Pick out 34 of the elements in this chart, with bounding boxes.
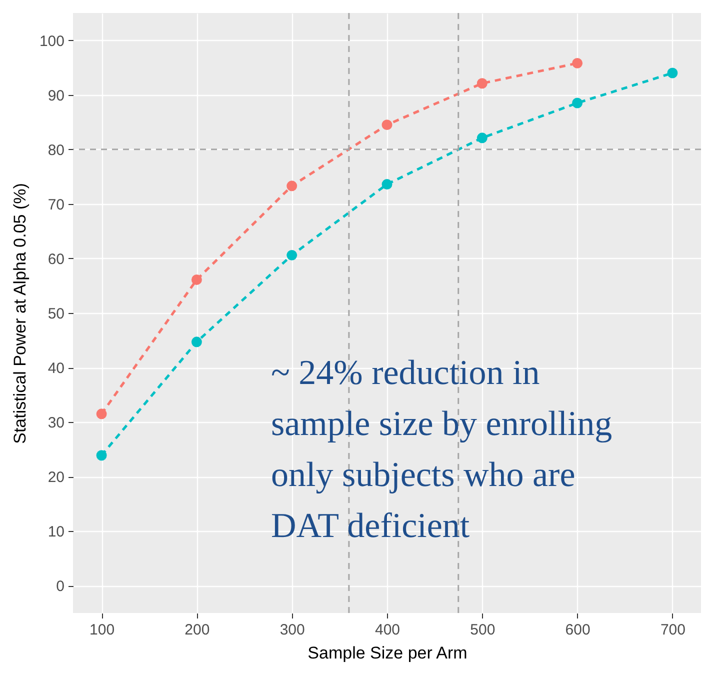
x-tick-label: 200: [184, 622, 210, 638]
point: [286, 250, 298, 260]
point: [572, 58, 583, 68]
point: [96, 408, 107, 420]
annotation: ~ 24% reduction in sample size by enrolling only subjects who are DAT deficient: [271, 353, 612, 545]
point: [667, 68, 678, 78]
x-tick-label: 500: [470, 622, 496, 638]
x-tick-label: 700: [660, 622, 686, 638]
y-tick-label: 60: [48, 250, 64, 268]
y-tick-label: 80: [48, 142, 64, 159]
point: [382, 179, 392, 190]
y-tick-label: 100: [39, 32, 64, 50]
x-tick-label: 600: [565, 622, 590, 638]
y-tick-label: 30: [48, 414, 64, 432]
y-tick-label: 20: [48, 469, 64, 486]
y-tick-label: 50: [48, 306, 64, 322]
y-tick-label: 10: [48, 524, 64, 541]
y-tick-label: 0: [56, 578, 64, 596]
y-tick-label: 90: [48, 87, 64, 104]
point: [572, 98, 583, 108]
point: [382, 120, 392, 130]
y-tick-label: 70: [48, 196, 64, 214]
point: [96, 450, 107, 461]
point: [286, 180, 298, 192]
point: [476, 132, 488, 144]
x-axis-title: Sample Size per Arm: [308, 644, 468, 662]
y-tick-label: 40: [48, 360, 64, 378]
point: [191, 274, 202, 285]
x-tick-label: 400: [374, 622, 400, 638]
x-tick-label: 100: [90, 622, 115, 638]
point: [191, 336, 202, 348]
point: [476, 78, 488, 89]
y-axis-title: Statistical Power at Alpha 0.05 (%): [10, 183, 30, 444]
x-tick-label: 300: [280, 622, 305, 638]
